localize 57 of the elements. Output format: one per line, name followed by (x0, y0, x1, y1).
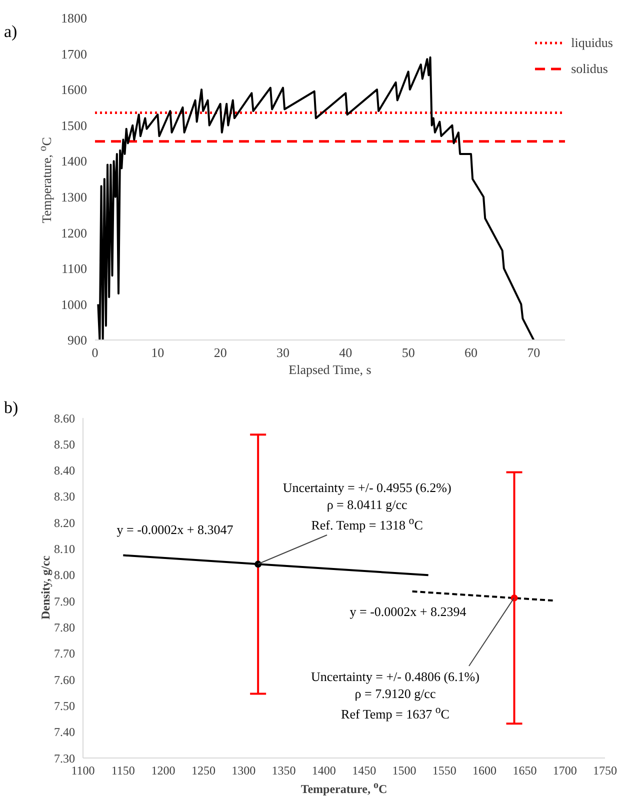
x-tick-label: 1600 (472, 764, 497, 778)
x-tick-label: 1700 (552, 764, 577, 778)
y-tick-label: 7.90 (54, 594, 75, 608)
x-tick-label: 1550 (432, 764, 456, 778)
y-tick-label: 7.60 (54, 672, 75, 687)
y-tick-label: 1400 (61, 154, 87, 169)
y-tick-label: 1600 (61, 82, 87, 98)
x-tick-label: 1350 (272, 764, 296, 778)
y-tick-label: 1500 (61, 118, 87, 133)
y-axis-title: Density, g/cc (38, 554, 54, 622)
x-tick-label: 0 (92, 345, 98, 360)
x-tick-label: 20 (214, 345, 227, 360)
y-tick-label: 8.40 (54, 464, 75, 478)
y-tick-label: 7.50 (54, 698, 75, 713)
y-tick-label: 900 (68, 332, 87, 348)
x-tick-label: 60 (464, 345, 478, 360)
legend-label: solidus (571, 61, 608, 77)
y-tick-label: 7.80 (54, 620, 75, 634)
x-tick-label: 10 (151, 345, 164, 360)
x-tick-label: 1250 (191, 764, 216, 778)
x-tick-label: 40 (339, 345, 352, 360)
x-tick-label: 1750 (593, 764, 617, 778)
y-tick-label: 8.30 (54, 490, 75, 504)
text: b) (4, 398, 18, 418)
x-tick-label: 1150 (111, 764, 135, 778)
annotation: y = -0.0002x + 8.3047 (116, 522, 234, 537)
annotation: y = -0.0002x + 8.2394 (348, 604, 468, 620)
y-tick-label: 8.00 (54, 568, 75, 582)
y-tick-label: 8.60 (54, 411, 75, 426)
y-tick-label: 7.70 (54, 646, 75, 661)
x-tick-label: 50 (402, 345, 415, 360)
y-tick-label: 1300 (61, 190, 87, 205)
y-tick-label: 8.10 (54, 542, 75, 556)
x-tick-label: 30 (276, 345, 290, 360)
y-tick-label: 1200 (61, 225, 87, 240)
y-tick-label: 7.40 (54, 725, 75, 740)
line-series (97, 56, 535, 340)
x-tick-label: 1500 (392, 764, 416, 778)
text: a) (4, 22, 18, 42)
y-tick-label: 7.30 (54, 751, 75, 766)
x-tick-label: 1200 (151, 764, 176, 778)
x-tick-label: 1650 (512, 764, 537, 778)
legend-label: liquidus (571, 35, 613, 51)
x-tick-label: 1300 (232, 764, 256, 778)
x-axis-title: Temperature, $^{o}$C (300, 780, 388, 797)
y-tick-label: 8.20 (54, 516, 75, 530)
y-tick-label: 1700 (61, 46, 87, 62)
x-tick-label: 1450 (352, 764, 376, 778)
x-tick-label: 1400 (312, 764, 336, 778)
y-tick-label: 1000 (61, 296, 87, 312)
y-tick-label: 1100 (61, 261, 87, 276)
y-tick-label: 8.50 (54, 437, 75, 452)
y-tick-label: 1800 (61, 10, 87, 26)
x-tick-label: 70 (527, 345, 540, 360)
x-axis-title: Elapsed Time, s (288, 362, 372, 378)
annotation: Uncertainty = +/- 0.4955 (6.2%) ρ = 8.0411 g/cc Ref. Temp = 1318 $^{o}$C (282, 479, 452, 534)
annotation: Uncertainty = +/- 0.4806 (6.1%) ρ = 7.9120 g/cc Ref Temp = 1637 $^{o}$C (310, 668, 480, 722)
